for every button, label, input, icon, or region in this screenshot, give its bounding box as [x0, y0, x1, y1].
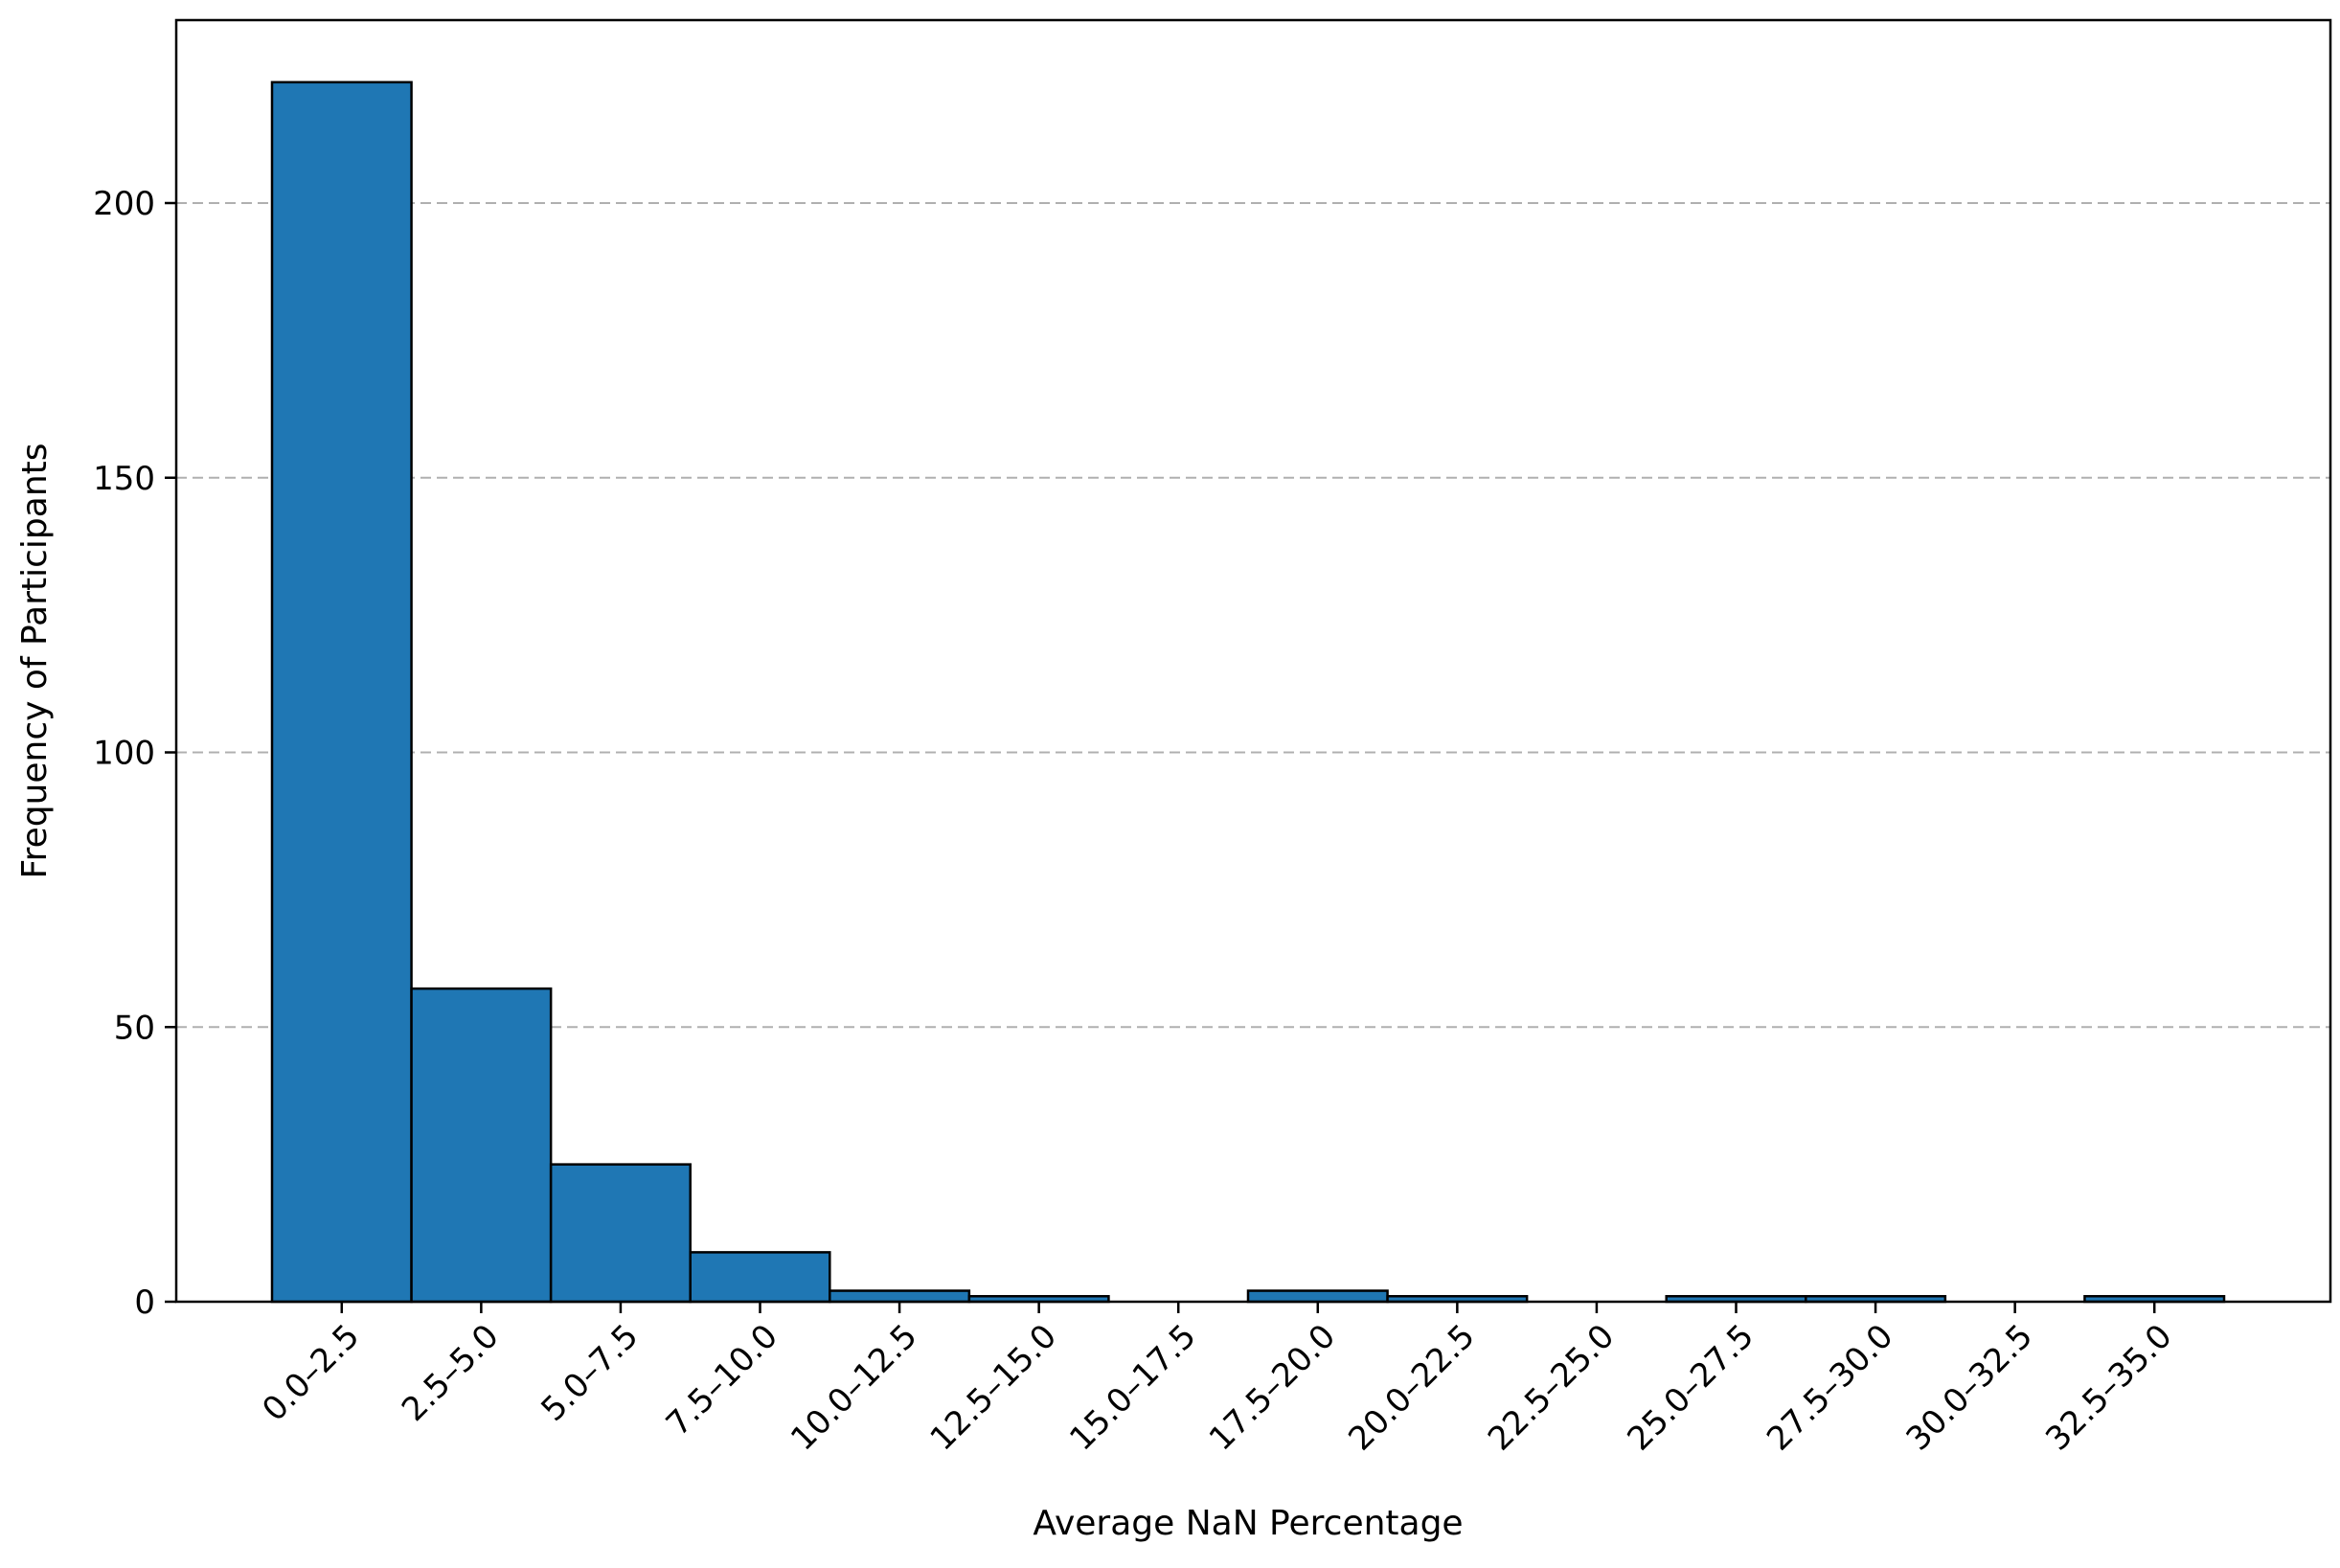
- y-tick-label: 0: [134, 1284, 155, 1322]
- bars: [270, 80, 2226, 1304]
- x-tick-label: 25.0–27.5: [1620, 1317, 1761, 1458]
- y-tick-label: 150: [93, 460, 155, 498]
- y-axis-label: Frequency of Participants: [15, 443, 55, 878]
- bar: [1246, 1289, 1389, 1304]
- bar: [829, 1289, 971, 1304]
- x-tick-label: 17.5–20.0: [1202, 1317, 1343, 1458]
- x-tick-label: 7.5–10.0: [659, 1317, 785, 1443]
- x-tick-label: 20.0–22.5: [1341, 1317, 1482, 1458]
- y-tick-label: 200: [93, 185, 155, 223]
- x-tick-label: 22.5–25.0: [1481, 1317, 1622, 1458]
- x-axis-label: Average NaN Percentage: [1033, 1504, 1463, 1543]
- y-tick-label: 50: [114, 1009, 155, 1047]
- x-tick-label: 5.0–7.5: [534, 1317, 647, 1429]
- bar: [549, 1163, 692, 1304]
- x-tick-label: 0.0–2.5: [255, 1317, 367, 1429]
- x-tick-label: 30.0–32.5: [1899, 1317, 2040, 1458]
- bar: [410, 987, 553, 1304]
- bar: [270, 80, 413, 1304]
- x-tick-label: 2.5–5.0: [395, 1317, 507, 1429]
- x-tick-label: 27.5–30.0: [1760, 1317, 1900, 1458]
- x-tick-label: 32.5–35.0: [2038, 1317, 2179, 1458]
- y-tick-label: 100: [93, 735, 155, 773]
- x-tick-label: 12.5–15.0: [923, 1317, 1064, 1458]
- bar: [689, 1251, 831, 1304]
- x-tick-label: 15.0–17.5: [1062, 1317, 1203, 1458]
- y-grid-lines: [176, 202, 2330, 1029]
- x-axis-ticks: 0.0–2.5 2.5–5.0 5.0–7.5 7.5–10.010.0–12.512…: [255, 1302, 2180, 1458]
- x-tick-label: 10.0–12.5: [784, 1317, 924, 1458]
- y-axis-ticks: 0 50 100 150 200: [93, 185, 176, 1322]
- plot-frame: [174, 18, 2332, 1304]
